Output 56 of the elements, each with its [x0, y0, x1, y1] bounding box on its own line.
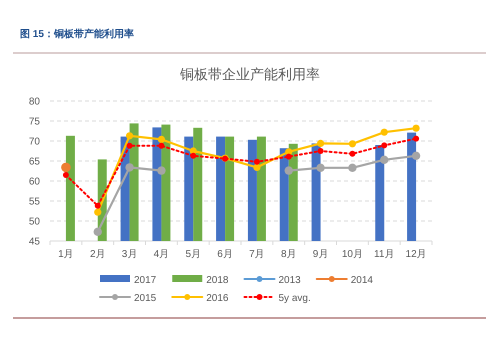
point — [318, 148, 324, 154]
point — [254, 158, 260, 165]
legend-label: 2018 — [206, 275, 229, 286]
point — [413, 136, 420, 142]
point — [190, 152, 196, 159]
chart-title: 图 15：铜板带产能利用率 — [20, 28, 134, 40]
x-tick-label: 9月 — [312, 249, 328, 260]
point — [284, 166, 293, 175]
point — [158, 142, 164, 149]
legend-label: 2016 — [206, 293, 229, 304]
legend-label: 2013 — [278, 275, 302, 286]
point — [157, 166, 166, 175]
point — [126, 142, 133, 149]
point — [349, 150, 356, 157]
x-tick-label: 2月 — [90, 249, 106, 260]
point — [380, 128, 388, 136]
point — [348, 140, 356, 148]
legend-label: 2017 — [134, 275, 157, 286]
point — [125, 163, 134, 172]
chart-subtitle: 铜板带企业产能利用率 — [179, 66, 320, 82]
y-tick-label: 80 — [28, 96, 40, 108]
y-tick-label: 75 — [28, 116, 40, 128]
y-tick-label: 55 — [28, 196, 40, 208]
point — [126, 132, 134, 140]
point — [412, 124, 420, 132]
x-tick-label: 7月 — [249, 249, 265, 260]
y-tick-label: 45 — [28, 236, 40, 248]
point — [348, 164, 357, 172]
point — [380, 156, 388, 164]
y-tick-label: 65 — [28, 156, 40, 168]
point — [253, 164, 261, 171]
legend-label: 2014 — [350, 275, 374, 286]
point — [286, 154, 292, 160]
point — [381, 142, 388, 148]
point — [62, 172, 69, 178]
x-tick-label: 11月 — [374, 249, 394, 260]
point — [94, 228, 102, 236]
point — [94, 202, 101, 209]
x-tick-label: 5月 — [185, 249, 202, 260]
x-tick-label: 6月 — [217, 249, 233, 260]
x-tick-label: 4月 — [154, 249, 170, 260]
point — [158, 136, 166, 143]
point — [412, 152, 420, 160]
y-tick-label: 70 — [28, 136, 40, 148]
x-tick-label: 10月 — [342, 249, 363, 260]
legend-label: 5y avg. — [278, 293, 311, 304]
y-tick-label: 50 — [28, 216, 40, 228]
x-tick-label: 3月 — [122, 249, 138, 260]
x-tick-label: 1月 — [58, 249, 74, 260]
x-tick-label: 12月 — [406, 249, 427, 260]
x-tick-label: 8月 — [280, 249, 297, 260]
point — [94, 208, 102, 216]
y-tick-label: 60 — [28, 176, 40, 188]
legend-label: 2015 — [134, 293, 157, 304]
point — [316, 164, 325, 172]
point — [316, 140, 324, 147]
